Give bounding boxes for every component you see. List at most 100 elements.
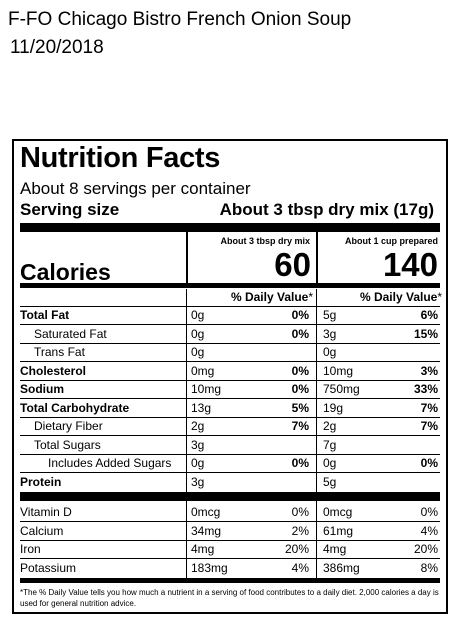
vitamin-dv-col2: 0% xyxy=(420,505,438,519)
vitamin-name: Iron xyxy=(20,542,41,556)
row-divider xyxy=(20,558,440,559)
nutrient-amount-col2: 2g xyxy=(323,419,337,433)
nutrient-dv-col1: 0% xyxy=(291,363,309,378)
row-divider xyxy=(20,324,440,325)
row-divider xyxy=(20,539,440,541)
vitamin-dv-col1: 20% xyxy=(284,542,309,556)
nutrient-dv-col2: 7% xyxy=(420,419,438,433)
vitamin-amount-col2: 4mg xyxy=(323,542,347,556)
nutrient-row: Includes Added Sugars 0g 0% 0g 0% xyxy=(20,455,440,473)
nutrient-amount-col2: 0g xyxy=(323,456,337,470)
nutrient-amount-col1: 10mg xyxy=(191,382,222,396)
table-column-line xyxy=(316,501,317,578)
dv-heading-text: % Daily Value xyxy=(359,290,438,304)
nutrient-dv-col1: 0% xyxy=(291,456,309,470)
row-divider xyxy=(20,361,440,362)
nutrient-name: Trans Fat xyxy=(34,345,85,359)
calories-label: Calories xyxy=(20,259,111,285)
nutrient-amount-col1: 3g xyxy=(191,474,205,489)
label-title: Nutrition Facts xyxy=(20,142,221,174)
col1-heading: About 3 tbsp dry mix xyxy=(220,236,310,246)
vitamin-row: Potassium 183mg 4% 386mg 8% xyxy=(20,560,440,578)
nutrient-dv-col1: 0% xyxy=(291,326,309,341)
nutrition-facts-label: Nutrition Facts About 8 servings per con… xyxy=(12,139,448,614)
nutrient-amount-col2: 10mg xyxy=(323,363,354,378)
vitamin-dv-col1: 2% xyxy=(291,523,309,538)
row-divider xyxy=(20,472,440,473)
nutrient-name: Cholesterol xyxy=(20,363,87,378)
nutrient-amount-col1: 0g xyxy=(191,326,205,341)
nutrient-dv-col2: 33% xyxy=(413,382,438,396)
serving-size-label: Serving size xyxy=(20,200,120,219)
nutrient-dv-col2: 3% xyxy=(420,363,438,378)
calories-col1: 60 xyxy=(274,246,311,283)
nutrient-row: Trans Fat 0g 0g xyxy=(20,344,440,362)
nutrient-row: Total Sugars 3g 7g xyxy=(20,437,440,455)
vitamin-row: Iron 4mg 20% 4mg 20% xyxy=(20,541,440,559)
nutrient-row: Dietary Fiber 2g 7% 2g 7% xyxy=(20,418,440,436)
nutrient-dv-col1: 0% xyxy=(291,308,309,322)
col2-heading: About 1 cup prepared xyxy=(344,236,438,246)
product-date: 11/20/2018 xyxy=(10,37,104,58)
vitamin-amount-col2: 61mg xyxy=(323,523,354,538)
vitamin-dv-col2: 20% xyxy=(413,542,438,556)
nutrient-name: Total Carbohydrate xyxy=(20,400,130,415)
serving-size-value: About 3 tbsp dry mix (17g) xyxy=(219,200,434,219)
vitamin-amount-col1: 0mcg xyxy=(191,505,221,519)
dv-asterisk: * xyxy=(437,290,442,304)
nutrient-amount-col1: 0g xyxy=(191,456,205,470)
nutrient-dv-col1: 0% xyxy=(291,382,309,396)
thick-divider xyxy=(20,223,440,232)
nutrient-dv-col2: 7% xyxy=(420,400,438,415)
vitamin-name: Potassium xyxy=(20,560,77,575)
footnote: *The % Daily Value tells you how much a … xyxy=(20,588,439,608)
nutrient-name: Saturated Fat xyxy=(34,326,107,341)
footnote-divider xyxy=(20,578,440,583)
nutrient-amount-col1: 13g xyxy=(191,400,212,415)
nutrient-dv-col1: 5% xyxy=(291,400,309,415)
nutrient-amount-col1: 0g xyxy=(191,345,205,359)
vitamin-amount-col1: 4mg xyxy=(191,542,215,556)
vitamin-amount-col1: 183mg xyxy=(191,560,228,575)
column-separator-2 xyxy=(316,232,318,283)
vitamin-dv-col2: 8% xyxy=(420,560,438,575)
vitamin-amount-col2: 386mg xyxy=(323,560,360,575)
nutrient-amount-col1: 0mg xyxy=(191,363,215,378)
nutrient-dv-col2: 0% xyxy=(420,456,438,470)
dv-heading-col1: % Daily Value* xyxy=(231,289,313,305)
row-divider xyxy=(20,416,440,418)
calories-col2: 140 xyxy=(382,246,438,283)
nutrient-row: Total Carbohydrate 13g 5% 19g 7% xyxy=(20,400,440,418)
nutrient-amount-col2: 5g xyxy=(323,474,337,489)
nutrient-name: Protein xyxy=(20,474,62,489)
vitamin-amount-col1: 34mg xyxy=(191,523,222,538)
row-divider xyxy=(20,342,440,344)
dv-heading-col2: % Daily Value* xyxy=(360,289,442,305)
nutrient-row: Cholesterol 0mg 0% 10mg 3% xyxy=(20,363,440,381)
nutrient-amount-col2: 7g xyxy=(323,437,337,452)
nutrient-name: Total Sugars xyxy=(34,437,101,452)
vitamin-row: Vitamin D 0mcg 0% 0mcg 0% xyxy=(20,504,440,522)
dv-heading-underline xyxy=(20,289,440,307)
calories-divider xyxy=(20,283,440,288)
vitamin-dv-col1: 4% xyxy=(291,560,309,575)
nutrient-amount-col1: 2g xyxy=(191,419,205,433)
vitamin-name: Vitamin D xyxy=(20,505,72,519)
nutrient-row: Protein 3g 5g xyxy=(20,474,440,492)
nutrient-amount-col1: 3g xyxy=(191,437,205,452)
vitamin-dv-col2: 4% xyxy=(420,523,438,538)
nutrient-row: Sodium 10mg 0% 750mg 33% xyxy=(20,381,440,399)
table-column-line xyxy=(186,501,187,578)
nutrient-name: Dietary Fiber xyxy=(34,419,103,433)
servings-per-container: About 8 servings per container xyxy=(20,179,251,198)
nutrient-amount-col2: 750mg xyxy=(323,382,360,396)
nutrient-name: Total Fat xyxy=(20,308,70,322)
vitamin-dv-col1: 0% xyxy=(291,505,309,519)
nutrient-row: Saturated Fat 0g 0% 3g 15% xyxy=(20,326,440,344)
nutrient-dv-col1: 7% xyxy=(291,419,309,433)
product-name: F-FO Chicago Bistro French Onion Soup xyxy=(8,9,352,30)
vitamin-row: Calcium 34mg 2% 61mg 4% xyxy=(20,523,440,541)
table-column-line xyxy=(316,289,317,492)
nutrient-name: Includes Added Sugars xyxy=(48,456,172,470)
nutrient-name: Sodium xyxy=(20,382,64,396)
